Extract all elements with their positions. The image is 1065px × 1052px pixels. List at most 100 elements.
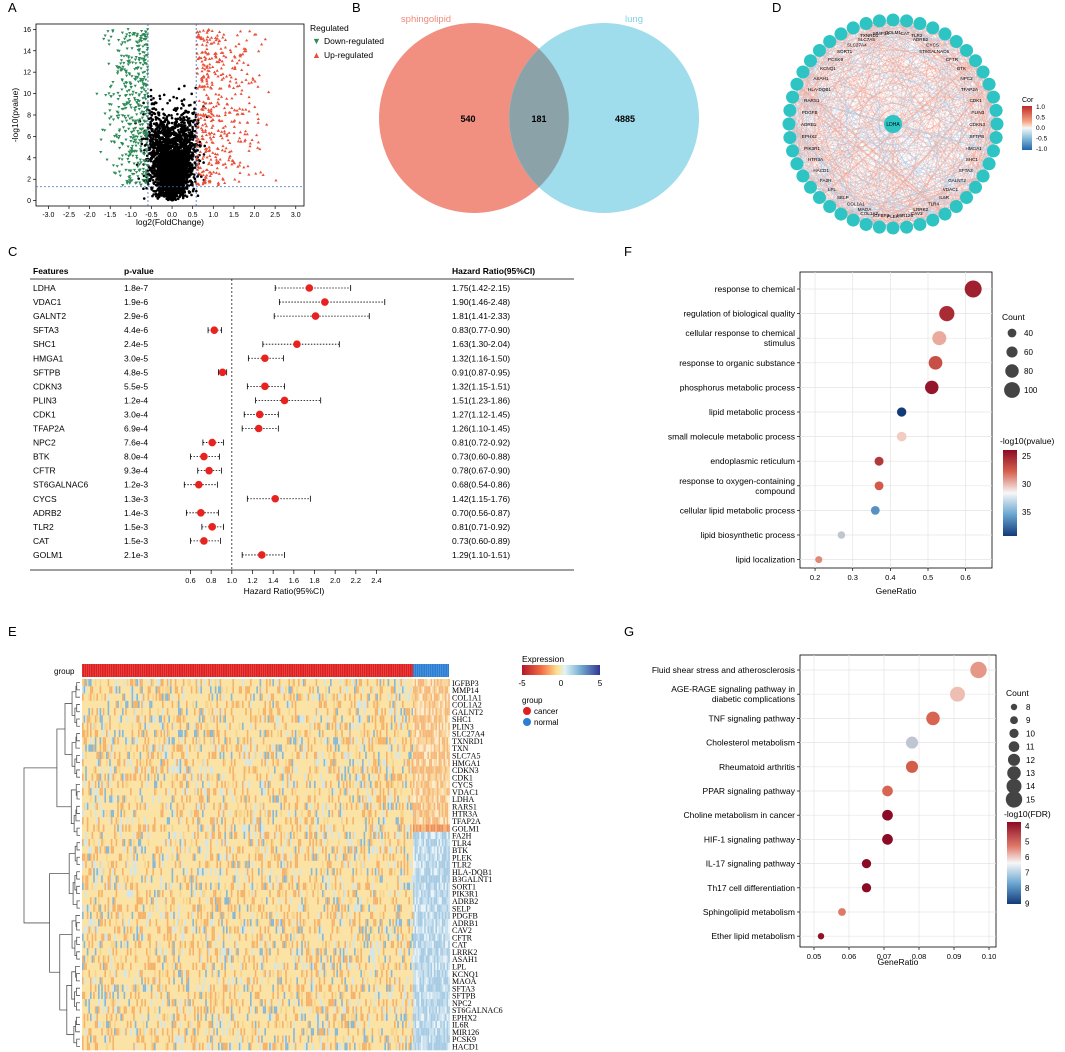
volcano-point	[119, 62, 123, 65]
volcano-point	[228, 79, 232, 83]
network-node	[796, 169, 810, 183]
heatmap-cell	[403, 679, 406, 687]
color-legend-tick: 5	[1025, 838, 1030, 847]
volcano-point	[133, 84, 137, 88]
forest-gene: SFTPB	[33, 367, 61, 377]
size-legend-dot	[1007, 766, 1021, 780]
dendrogram-branch	[76, 827, 80, 836]
term-label: Sphingolipid metabolism	[703, 907, 795, 917]
volcano-point	[140, 116, 145, 120]
volcano-point	[152, 136, 155, 140]
volcano-point	[208, 154, 212, 158]
network-node	[976, 65, 990, 79]
network-node	[846, 21, 860, 35]
kegg-term-labels: Fluid shear stress and atherosclerosisAG…	[652, 665, 800, 941]
enrichment-dot	[932, 331, 947, 346]
network-node	[783, 103, 797, 117]
volcano-point	[163, 188, 167, 191]
volcano-point	[162, 145, 166, 148]
volcano-point	[157, 131, 161, 135]
volcano-point	[181, 177, 185, 181]
enrichment-dot	[882, 785, 893, 797]
forest-hr-label: 1.63(1.30-2.04)	[452, 339, 510, 349]
volcano-point	[223, 149, 227, 153]
volcano-point	[187, 131, 191, 134]
heatmap-cell	[197, 679, 199, 687]
term-label: small molecule metabolic process	[668, 432, 795, 442]
enrichment-dot	[874, 456, 884, 466]
network-node	[786, 90, 800, 104]
dendrogram-branch	[76, 733, 80, 742]
volcano-point	[167, 113, 171, 117]
term-label: Rheumatoid arthritis	[719, 762, 795, 772]
volcano-point	[247, 109, 251, 113]
go-size-legend-title: Count	[1002, 312, 1025, 322]
forest-pvalue: 3.0e-5	[124, 353, 148, 363]
volcano-point	[131, 61, 135, 65]
volcano-point	[148, 147, 152, 151]
heatmap-cell	[387, 679, 390, 687]
volcano-point	[154, 189, 158, 193]
heatmap-cell	[150, 679, 153, 687]
network-node	[986, 90, 1000, 104]
forest-gene: GOLM1	[33, 550, 63, 560]
heatmap-cell	[302, 679, 305, 687]
volcano-point	[161, 182, 165, 186]
enrichment-dot	[925, 380, 939, 395]
volcano-legend-title: Regulated	[310, 23, 349, 33]
volcano-point	[188, 179, 192, 183]
heatmap-cell	[131, 679, 134, 687]
dendrogram-branch	[76, 754, 80, 764]
volcano-point	[169, 126, 173, 130]
volcano-point	[125, 74, 129, 78]
heatmap-cell	[134, 679, 137, 687]
volcano-point	[235, 33, 239, 37]
volcano-point	[158, 140, 162, 143]
volcano-point	[163, 120, 166, 124]
size-legend-dot	[1007, 328, 1017, 338]
volcano-point	[126, 157, 130, 161]
heatmap-cell	[208, 679, 210, 687]
volcano-point	[246, 164, 250, 168]
volcano-point	[138, 62, 142, 65]
volcano-point	[173, 165, 176, 169]
forest-gene: SHC1	[33, 339, 56, 349]
forest-hr-label: 1.32(1.15-1.51)	[452, 381, 510, 391]
volcano-point	[155, 149, 159, 153]
volcano-point	[160, 193, 163, 197]
volcano-point	[126, 28, 130, 31]
volcano-point	[170, 190, 173, 194]
volcano-point	[237, 42, 241, 46]
volcano-point	[195, 189, 198, 193]
volcano-point	[256, 140, 260, 144]
network-node-label: HMGA1	[966, 146, 983, 151]
volcano-point	[107, 39, 111, 43]
volcano-point	[139, 112, 143, 115]
volcano-point	[205, 82, 209, 85]
term-label: lipid metabolic process	[709, 407, 795, 417]
volcano-point	[143, 94, 147, 97]
volcano-point	[115, 72, 120, 75]
volcano-point	[130, 47, 134, 50]
dendrogram-branch	[71, 742, 76, 767]
volcano-point	[155, 193, 158, 196]
heatmap-cell	[187, 679, 190, 687]
forest-pvalue: 2.1e-3	[124, 550, 148, 560]
volcano-point	[207, 57, 212, 60]
volcano-point	[224, 74, 229, 78]
volcano-point	[221, 177, 225, 180]
enrichment-dot	[861, 883, 872, 893]
volcano-point	[201, 123, 205, 127]
volcano-point	[138, 52, 142, 56]
volcano-point	[260, 42, 264, 46]
volcano-point	[125, 47, 129, 51]
volcano-point	[216, 42, 220, 45]
term-label: stimulus	[764, 338, 795, 348]
volcano-point	[99, 138, 103, 142]
volcano-point	[201, 173, 205, 177]
volcano-point	[118, 94, 122, 98]
volcano-point	[244, 107, 248, 111]
volcano-point	[244, 78, 248, 81]
volcano-point	[126, 63, 130, 66]
